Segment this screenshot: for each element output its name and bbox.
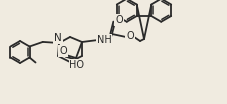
Text: O: O xyxy=(59,46,67,56)
Text: O: O xyxy=(115,15,122,25)
Text: NH: NH xyxy=(96,35,111,45)
Text: O: O xyxy=(126,31,133,41)
Text: HO: HO xyxy=(69,60,84,70)
Text: N: N xyxy=(54,33,62,43)
